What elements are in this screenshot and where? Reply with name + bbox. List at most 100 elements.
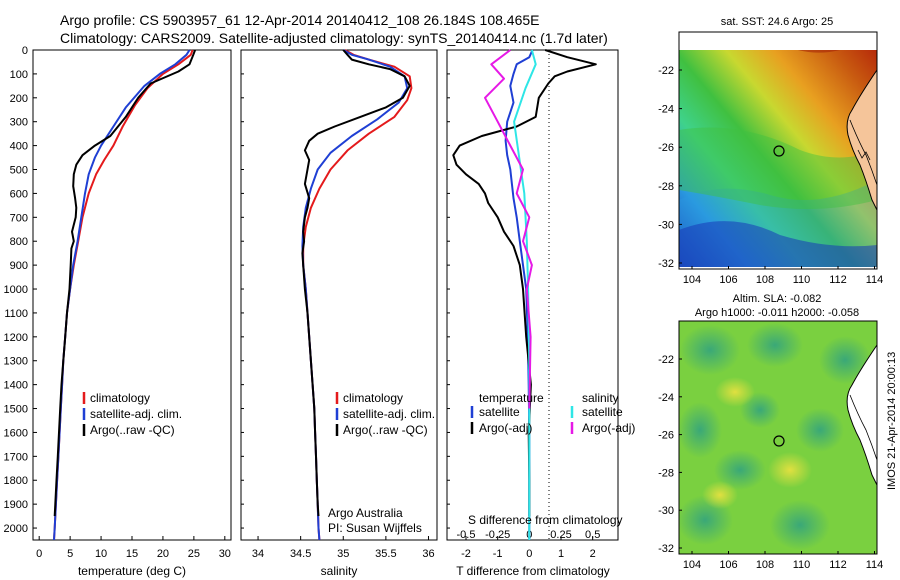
series-layer	[53, 49, 597, 541]
difference-top-axis-label: S difference from climatology	[468, 513, 623, 527]
sst-argo-location-marker	[773, 145, 785, 157]
map-y-tick-label: -30	[658, 505, 674, 517]
temperature-legend-argo: Argo(..raw -QC)	[90, 423, 175, 437]
x-tick-label: 20	[157, 548, 169, 560]
salinity-legend-argo: Argo(..raw -QC)	[343, 423, 428, 437]
difference-x-axis-label: T difference from climatology	[456, 564, 610, 578]
map-x-tick-label: 114	[866, 559, 884, 571]
series-line-satellite-adj-clim-	[53, 49, 191, 541]
map-y-tick-label: -22	[658, 354, 674, 366]
temperature-legend: climatology satellite-adj. clim. Argo(..…	[82, 391, 182, 437]
map-y-tick-label: -30	[658, 219, 674, 231]
x-tick-label: 35	[337, 548, 349, 560]
sst-map: sat. SST: 24.6 Argo: 25	[678, 16, 878, 270]
x-tick-label: 10	[95, 548, 107, 560]
salinity-legend: climatology satellite-adj. clim. Argo(..…	[335, 391, 435, 437]
top-x-tick-label: 0.25	[550, 529, 571, 541]
x-tick-label: 30	[219, 548, 231, 560]
depth-tick-label: 0	[22, 45, 28, 57]
difference-legend-t-satellite: satellite	[479, 405, 520, 419]
depth-tick-label: 700	[10, 212, 28, 224]
map-ticks-layer: 104 106 108 110 112 114 -22 -24 -26 -28 -30 -32 104 1…	[658, 65, 883, 571]
x-tick-label: 1	[558, 548, 564, 560]
depth-tick-label: 1000	[4, 284, 28, 296]
series-line-satellite-adj-clim-	[301, 49, 409, 541]
x-tick-label: 0	[36, 548, 42, 560]
depth-tick-label: 1100	[4, 308, 28, 320]
difference-legend: temperature salinity satellite satellite…	[470, 391, 635, 435]
difference-legend-temperature-heading: temperature	[479, 391, 544, 405]
sst-map-title: sat. SST: 24.6 Argo: 25	[721, 16, 834, 28]
map-x-tick-label: 110	[793, 274, 811, 286]
difference-legend-salinity-heading: salinity	[582, 391, 619, 405]
x-tick-label: 2	[590, 548, 596, 560]
map-y-tick-label: -32	[658, 258, 674, 270]
difference-legend-t-argo: Argo(-adj)	[479, 421, 532, 435]
depth-tick-label: 800	[10, 236, 28, 248]
depth-tick-label: 900	[10, 260, 28, 272]
temperature-legend-climatology: climatology	[90, 391, 150, 405]
x-tick-label: -2	[461, 548, 471, 560]
x-tick-label: 0	[526, 548, 532, 560]
map-x-tick-label: 106	[719, 274, 737, 286]
figure-title-line-1: Argo profile: CS 5903957_61 12-Apr-2014 …	[60, 12, 540, 28]
map-x-tick-label: 110	[793, 559, 811, 571]
salinity-annotation-line-2: PI: Susan Wijffels	[328, 521, 422, 535]
depth-tick-label: 200	[10, 93, 28, 105]
map-y-tick-label: -28	[658, 181, 674, 193]
depth-tick-label: 1300	[4, 356, 28, 368]
difference-legend-s-argo: Argo(-adj)	[582, 421, 635, 435]
top-x-tick-label: -0.5	[457, 529, 476, 541]
depth-tick-label: 1400	[4, 380, 28, 392]
series-line-t-argo-adj-	[452, 49, 597, 517]
map-y-tick-label: -26	[658, 430, 674, 442]
map-x-tick-label: 108	[756, 274, 774, 286]
salinity-panel-frame	[240, 49, 438, 541]
x-tick-label: 15	[126, 548, 138, 560]
x-tick-label: 25	[188, 548, 200, 560]
depth-tick-label: 1800	[4, 475, 28, 487]
temperature-panel-frame	[32, 49, 232, 541]
coastline	[846, 69, 877, 267]
map-x-tick-label: 112	[829, 559, 847, 571]
x-tick-label: -1	[493, 548, 503, 560]
depth-tick-label: 1700	[4, 451, 28, 463]
salinity-legend-satellite: satellite-adj. clim.	[343, 407, 435, 421]
x-tick-label: 36	[422, 548, 434, 560]
difference-panel-frame	[446, 49, 619, 541]
series-line-argo-raw-qc-	[301, 49, 411, 517]
x-tick-label: 34.5	[290, 548, 311, 560]
depth-tick-label: 600	[10, 188, 28, 200]
top-x-tick-label: 0.5	[585, 529, 600, 541]
sla-map-title-line-2: Argo h1000: -0.011 h2000: -0.058	[695, 307, 859, 319]
imos-credit: IMOS 21-Apr-2014 20:00:13	[886, 351, 898, 490]
depth-tick-label: 100	[10, 69, 28, 81]
difference-legend-s-satellite: satellite	[582, 405, 623, 419]
series-line-s-satellite	[513, 49, 537, 540]
salinity-x-axis-label: salinity	[321, 564, 358, 578]
depth-tick-label: 2000	[4, 523, 28, 535]
salinity-annotation-line-1: Argo Australia	[328, 506, 403, 520]
temperature-legend-satellite: satellite-adj. clim.	[90, 407, 182, 421]
series-line-s-argo-adj-	[484, 49, 533, 409]
depth-tick-label: 1500	[4, 404, 28, 416]
map-y-tick-label: -22	[658, 65, 674, 77]
sla-map-title-line-1: Altim. SLA: -0.082	[733, 293, 822, 305]
depth-tick-label: 1200	[4, 332, 28, 344]
axes-layer: 0100200300400500600700800900100011001200…	[4, 45, 601, 560]
x-tick-label: 35.5	[375, 548, 396, 560]
depth-tick-label: 1900	[4, 499, 28, 511]
salinity-legend-climatology: climatology	[343, 391, 403, 405]
map-x-tick-label: 114	[866, 274, 884, 286]
map-y-tick-label: -32	[658, 543, 674, 555]
temperature-x-axis-label: temperature (deg C)	[78, 564, 186, 578]
map-x-tick-label: 112	[829, 274, 847, 286]
depth-tick-label: 500	[10, 165, 28, 177]
map-x-tick-label: 104	[683, 559, 701, 571]
map-y-tick-label: -28	[658, 467, 674, 479]
figure-title-line-2: Climatology: CARS2009. Satellite-adjuste…	[60, 30, 608, 46]
x-tick-label: 34	[252, 548, 264, 560]
series-line-t-satellite	[504, 49, 534, 540]
x-tick-label: 5	[67, 548, 73, 560]
depth-tick-label: 1600	[4, 427, 28, 439]
